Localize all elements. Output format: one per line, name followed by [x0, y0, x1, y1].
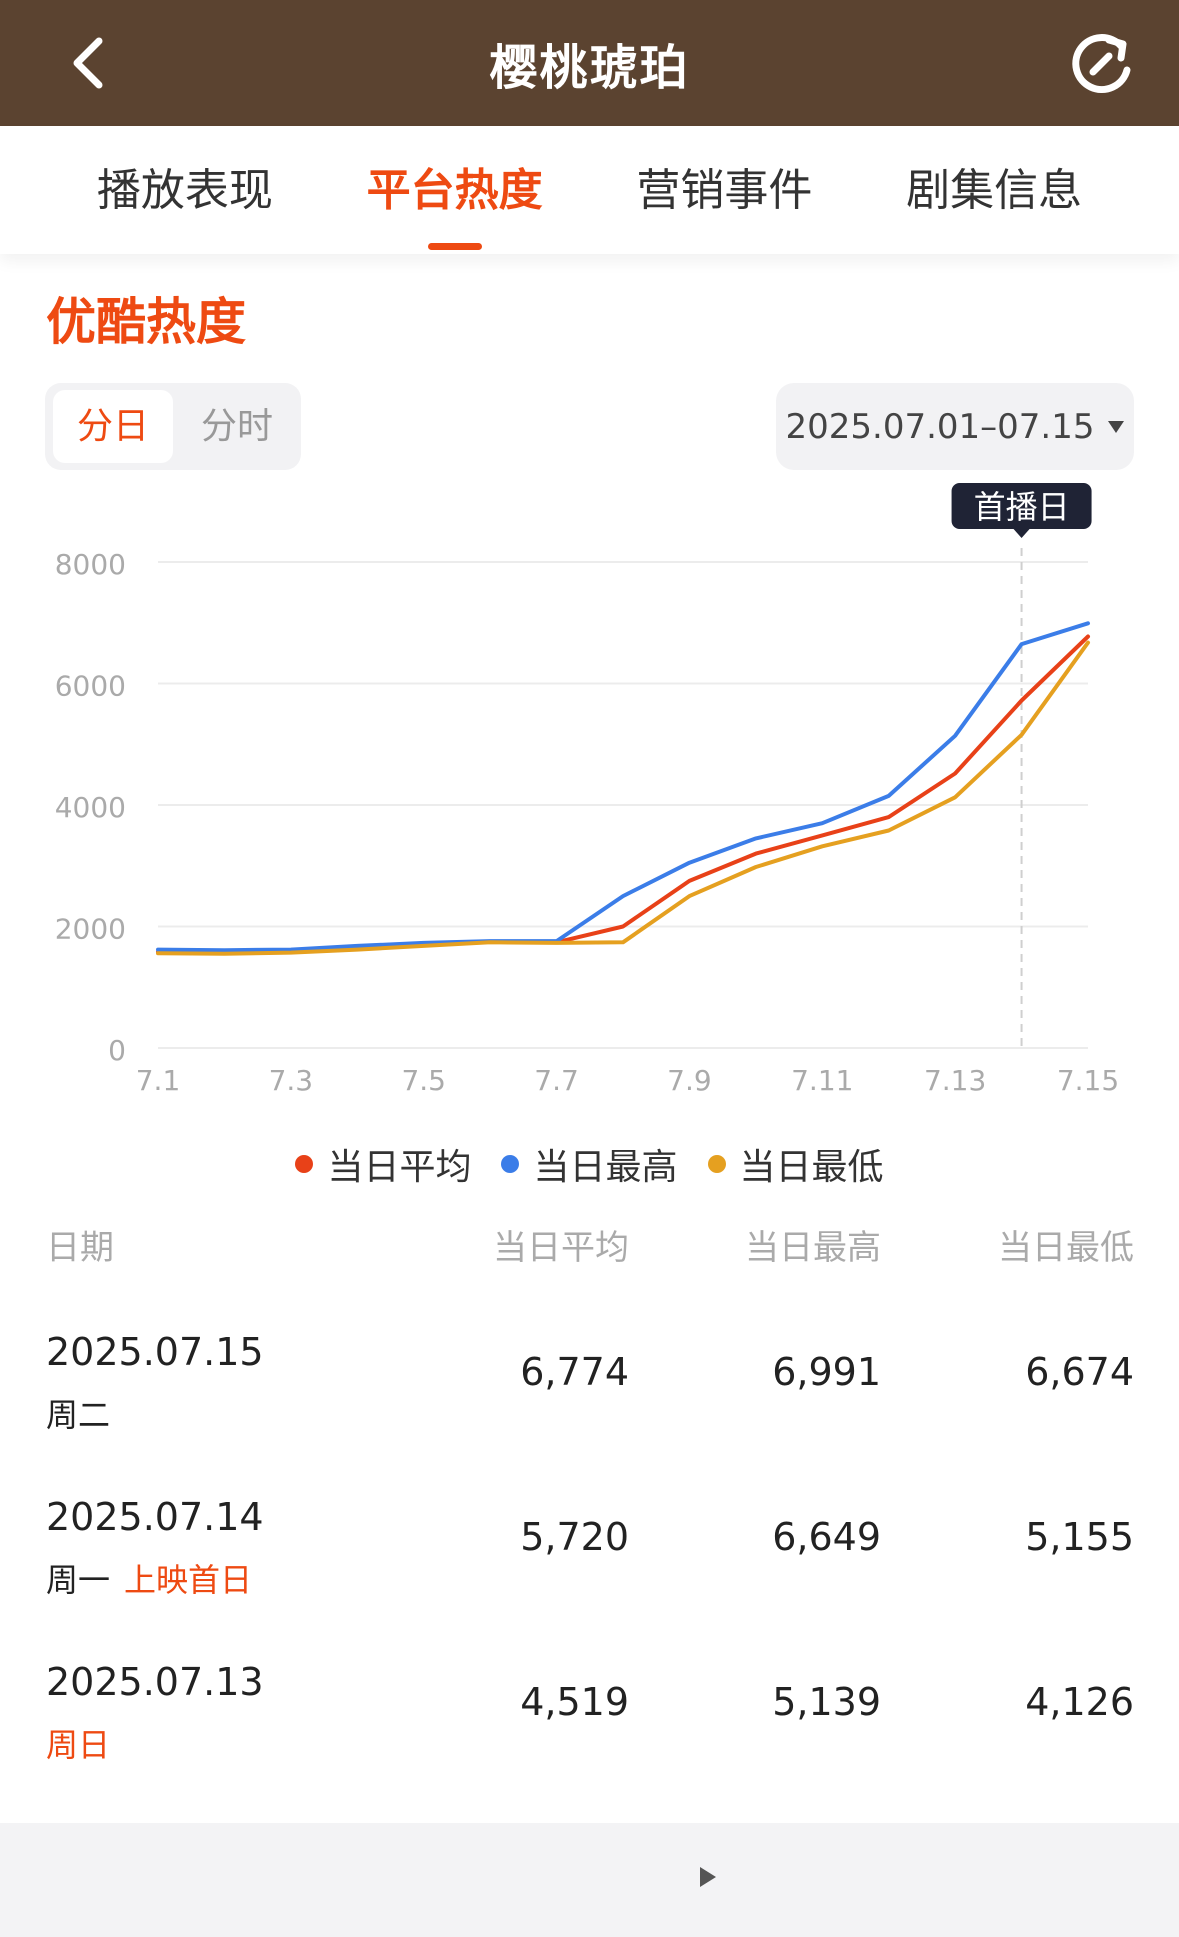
table-row[interactable]: 2025.07.15 周二 6,774 6,991 6,674 — [0, 1300, 1179, 1465]
row-avg: 6,774 — [520, 1350, 629, 1394]
row-max: 6,991 — [772, 1350, 881, 1394]
legend-dot-avg — [295, 1155, 314, 1173]
caret-down-icon — [1107, 420, 1124, 433]
legend-label-min: 当日最低 — [739, 1147, 884, 1188]
row-weekday: 周二 — [46, 1390, 110, 1436]
row-min: 4,126 — [1025, 1680, 1134, 1724]
tab-bar: 播放表现 平台热度 营销事件 剧集信息 — [0, 126, 1179, 254]
tab-marketing[interactable]: 营销事件 — [636, 165, 813, 216]
segment-hourly[interactable]: 分时 — [200, 406, 273, 447]
legend-label-avg: 当日平均 — [327, 1147, 472, 1188]
table-header: 日期 当日平均 当日最高 当日最低 — [0, 1220, 1179, 1300]
col-header-max: 当日最高 — [745, 1228, 881, 1268]
x-tick-label: 7.11 — [791, 1064, 853, 1097]
data-table: 日期 当日平均 当日最高 当日最低 2025.07.15 周二 6,774 6,… — [0, 1220, 1179, 1795]
tab-playback[interactable]: 播放表现 — [96, 165, 273, 216]
row-max: 6,649 — [772, 1515, 881, 1559]
line-chart-svg: 0 2000 4000 6000 8000 7.1 7.3 7.5 7.7 7.9 7.11 7.13… — [55, 483, 1119, 1097]
refresh-icon — [1072, 34, 1131, 94]
series-line-1 — [156, 621, 1090, 953]
legend-dot-max — [501, 1155, 520, 1173]
x-tick-label: 7.15 — [1057, 1064, 1119, 1097]
x-tick-label: 7.9 — [667, 1064, 712, 1097]
bottom-bar — [0, 1823, 1179, 1937]
heat-chart: 0 2000 4000 6000 8000 7.1 7.3 7.5 7.7 7.9 7.11 7.13… — [0, 480, 1179, 1120]
row-date: 2025.07.15 — [46, 1330, 264, 1374]
granularity-toggle: 分日 分时 — [45, 383, 301, 470]
col-header-date: 日期 — [46, 1228, 114, 1268]
row-date: 2025.07.13 — [46, 1660, 264, 1704]
col-header-avg: 当日平均 — [493, 1228, 629, 1268]
segment-daily[interactable]: 分日 — [53, 390, 173, 463]
row-max: 5,139 — [772, 1680, 881, 1724]
row-avg: 4,519 — [520, 1680, 629, 1724]
weekday-text: 周日 — [46, 1726, 111, 1764]
y-tick-label: 6000 — [55, 670, 126, 703]
section-title: 优酷热度 — [46, 293, 246, 351]
legend-item-max[interactable]: 当日最高 — [501, 1138, 678, 1190]
chart-legend: 当日平均 当日最高 当日最低 — [0, 1138, 1179, 1190]
premiere-badge-pointer — [1013, 529, 1030, 538]
y-tick-label: 2000 — [55, 913, 126, 946]
row-min: 6,674 — [1025, 1350, 1134, 1394]
x-tick-label: 7.5 — [401, 1064, 446, 1097]
legend-label-max: 当日最高 — [533, 1147, 678, 1188]
date-range-text: 2025.07.01–07.15 — [785, 406, 1095, 447]
row-min: 5,155 — [1025, 1515, 1134, 1559]
premiere-badge — [951, 483, 1092, 529]
top-bar: 樱桃琥珀 — [0, 0, 1179, 126]
x-tick-label: 7.3 — [269, 1064, 314, 1097]
premiere-badge-label: 首播日 — [974, 488, 1070, 526]
legend-item-avg[interactable]: 当日平均 — [295, 1138, 471, 1190]
legend-item-min[interactable]: 当日最低 — [707, 1138, 884, 1190]
premiere-tag: 上映首日 — [124, 1561, 253, 1599]
row-date: 2025.07.14 — [46, 1495, 264, 1539]
legend-dot-min — [707, 1155, 726, 1173]
tab-platform-heat[interactable]: 平台热度 — [367, 154, 543, 226]
date-range-picker[interactable]: 2025.07.01–07.15 — [776, 383, 1134, 470]
row-weekday: 周日 — [46, 1720, 110, 1766]
page-title: 樱桃琥珀 — [489, 40, 690, 96]
x-tick-label: 7.7 — [534, 1064, 579, 1097]
weekday-text: 周二 — [46, 1396, 111, 1434]
chevron-left-icon — [73, 37, 103, 89]
y-tick-label: 0 — [108, 1034, 126, 1067]
row-weekday: 周一 上映首日 — [46, 1555, 252, 1601]
y-tick-label: 4000 — [55, 791, 126, 824]
y-tick-label: 8000 — [55, 548, 126, 581]
x-tick-label: 7.13 — [924, 1064, 986, 1097]
table-row[interactable]: 2025.07.14 周一 上映首日 5,720 6,649 5,155 — [0, 1465, 1179, 1630]
tab-series-info[interactable]: 剧集信息 — [906, 165, 1083, 216]
play-icon[interactable] — [700, 1867, 716, 1887]
refresh-button[interactable] — [1065, 26, 1139, 100]
col-header-min: 当日最低 — [998, 1228, 1134, 1268]
series-line-2 — [156, 640, 1090, 956]
back-button[interactable] — [52, 28, 122, 98]
row-avg: 5,720 — [520, 1515, 629, 1559]
table-row[interactable]: 2025.07.13 周日 4,519 5,139 4,126 — [0, 1630, 1179, 1795]
weekday-text: 周一 — [46, 1561, 111, 1599]
x-tick-label: 7.1 — [136, 1064, 181, 1097]
